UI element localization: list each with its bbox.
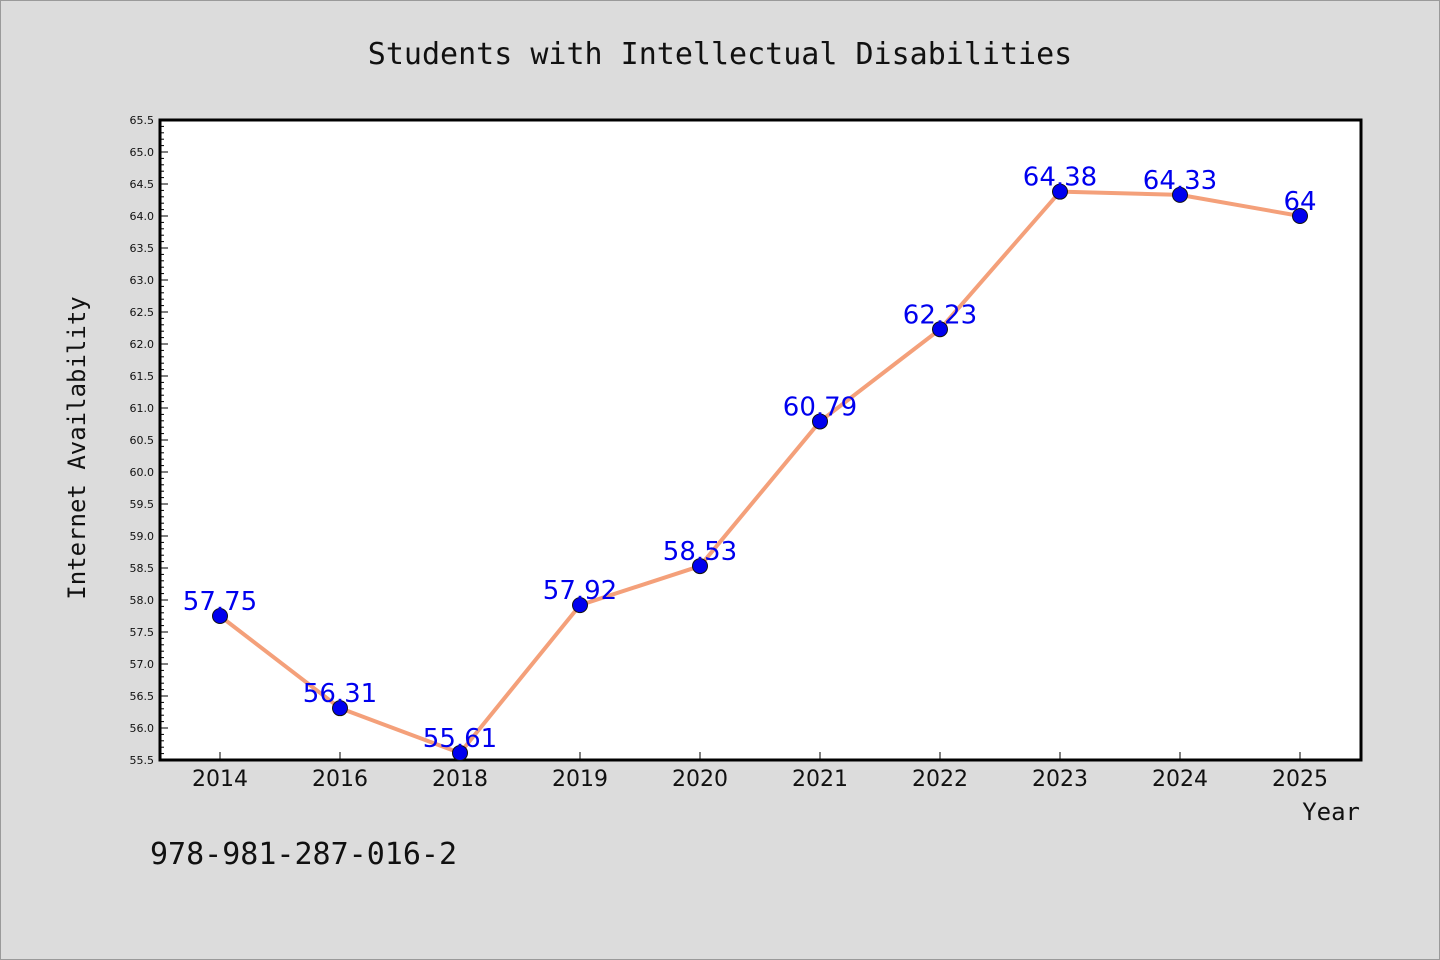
x-tick-label: 2024	[1152, 767, 1208, 792]
data-point	[1172, 186, 1188, 203]
y-tick-label: 61.5	[130, 370, 155, 383]
x-tick-label: 2019	[552, 767, 608, 792]
y-tick-label: 64.5	[130, 178, 155, 191]
y-tick-label: 56.5	[130, 690, 155, 703]
y-tick-label: 57.0	[130, 658, 155, 671]
y-tick-label: 65.5	[130, 114, 155, 127]
y-tick-label: 58.5	[130, 562, 155, 575]
x-axis-title: Year	[1302, 798, 1360, 826]
x-tick-label: 2014	[192, 767, 248, 792]
series-line	[218, 189, 1301, 755]
x-axis: 2014 2016 2018 2019 2020 2021 2022 2023 2024 2025	[192, 752, 1328, 792]
x-tick-label: 2020	[672, 767, 728, 792]
x-tick-label: 2025	[1272, 767, 1328, 792]
chart-title: Students with Intellectual Disabilities	[368, 37, 1072, 72]
x-tick-label: 2021	[792, 767, 848, 792]
data-label: 57.92	[543, 576, 617, 606]
data-label: 60.79	[783, 392, 857, 422]
x-tick-label: 2022	[912, 767, 968, 792]
data-point	[692, 558, 708, 575]
y-tick-label: 58.0	[130, 594, 155, 607]
x-tick-label: 2016	[312, 767, 368, 792]
y-tick-label: 62.5	[130, 306, 155, 319]
data-label: 64	[1283, 187, 1316, 217]
data-label: 58.53	[663, 537, 737, 567]
data-point	[452, 744, 468, 761]
data-label: 62.23	[903, 300, 977, 330]
data-label: 64.38	[1023, 163, 1097, 193]
data-point	[1292, 208, 1308, 224]
y-tick-label: 63.5	[130, 242, 155, 255]
y-tick-label: 64.0	[130, 210, 155, 223]
y-tick-label: 61.0	[130, 402, 155, 415]
y-axis-title: Internet Availability	[63, 296, 91, 599]
data-point	[332, 700, 348, 717]
data-point	[572, 597, 588, 614]
y-tick-label: 56.0	[130, 722, 155, 735]
y-tick-label: 65.0	[130, 146, 155, 159]
data-point	[1052, 183, 1068, 200]
plot-area	[158, 118, 1363, 762]
y-tick-label: 59.0	[130, 530, 155, 543]
data-point	[212, 608, 228, 624]
series-layer: 57.75 56.31 55.61 57.92 58.53 60.79 62.23 64.38…	[183, 163, 1317, 761]
y-tick-label: 55.5	[130, 754, 155, 767]
y-tick-label: 60.0	[130, 466, 155, 479]
data-label: 56.31	[303, 679, 377, 709]
data-point	[932, 321, 948, 338]
x-tick-label: 2018	[432, 767, 488, 792]
y-tick-label: 63.0	[130, 274, 155, 287]
data-label: 55.61	[423, 724, 497, 754]
y-tick-label: 57.5	[130, 626, 155, 639]
data-label: 64.33	[1143, 166, 1217, 196]
y-axis: 55.5 56.0 56.5 57.0 57.5 58.0 58.5 59.0 59.5 60.0…	[130, 114, 168, 767]
x-tick-label: 2023	[1032, 767, 1088, 792]
data-label: 57.75	[183, 587, 257, 617]
y-tick-label: 59.5	[130, 498, 155, 511]
isbn-text: 978-981-287-016-2	[150, 837, 457, 872]
y-tick-label: 62.0	[130, 338, 155, 351]
data-point	[812, 413, 828, 430]
y-tick-label: 60.5	[130, 434, 155, 447]
